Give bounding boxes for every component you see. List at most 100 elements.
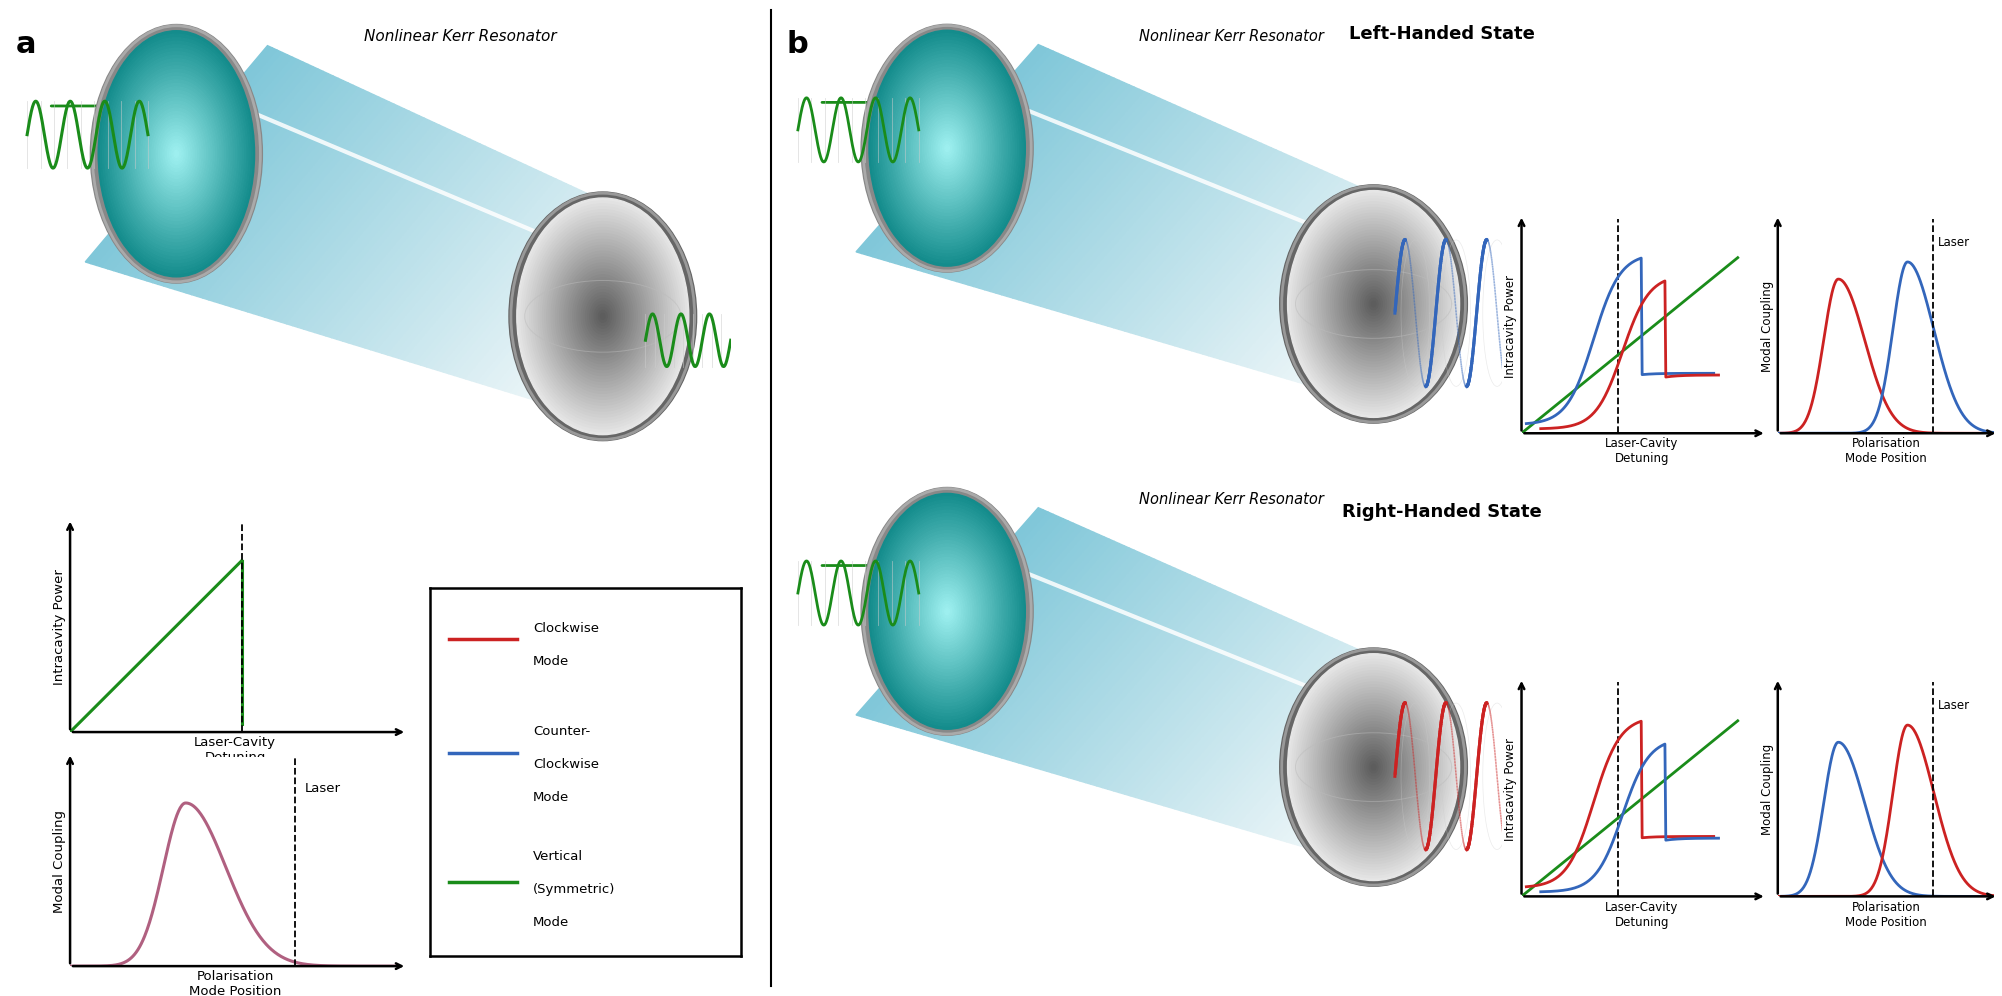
Ellipse shape [156,123,196,185]
Polygon shape [1265,671,1413,837]
Polygon shape [466,205,617,380]
Text: Laser: Laser [1938,699,1970,712]
X-axis label: Polarisation
Mode Position: Polarisation Mode Position [1846,900,1926,928]
Polygon shape [1219,653,1373,824]
Ellipse shape [911,95,983,202]
Polygon shape [1169,633,1327,809]
Ellipse shape [162,132,190,175]
Ellipse shape [541,230,665,402]
Polygon shape [1001,103,1175,297]
Polygon shape [1147,624,1307,803]
Polygon shape [410,181,567,364]
Ellipse shape [1315,227,1431,380]
Ellipse shape [112,52,240,256]
X-axis label: Polarisation
Mode Position: Polarisation Mode Position [1846,437,1926,465]
X-axis label: Laser-Cavity
Detuning: Laser-Cavity Detuning [1606,437,1678,465]
Polygon shape [1209,186,1363,358]
Ellipse shape [533,219,675,414]
Polygon shape [376,167,537,353]
Polygon shape [326,146,490,338]
Polygon shape [957,548,1135,746]
Polygon shape [1253,204,1403,371]
Ellipse shape [1369,762,1377,773]
Ellipse shape [1301,670,1447,864]
Polygon shape [901,63,1083,267]
Ellipse shape [1371,764,1375,770]
Ellipse shape [583,290,623,343]
Polygon shape [1135,621,1297,799]
Polygon shape [482,212,633,385]
Ellipse shape [1345,267,1401,341]
Ellipse shape [905,85,989,212]
Polygon shape [1103,607,1267,789]
Ellipse shape [559,254,649,378]
Ellipse shape [1311,685,1435,850]
Ellipse shape [543,233,663,399]
Polygon shape [280,127,450,324]
Polygon shape [236,109,408,310]
Ellipse shape [883,51,1011,246]
Polygon shape [935,539,1115,740]
Text: Vertical: Vertical [533,851,583,864]
Ellipse shape [1365,756,1381,779]
Polygon shape [895,61,1079,265]
Polygon shape [470,207,623,382]
Ellipse shape [1331,247,1417,361]
Ellipse shape [1279,648,1467,886]
Polygon shape [136,67,318,279]
Polygon shape [901,526,1083,730]
Ellipse shape [869,30,1025,266]
Polygon shape [224,105,398,307]
Polygon shape [454,200,607,377]
Ellipse shape [1347,270,1399,338]
Polygon shape [889,58,1073,263]
Polygon shape [438,193,593,372]
Ellipse shape [537,225,669,408]
Ellipse shape [142,101,210,206]
Ellipse shape [907,551,987,672]
Ellipse shape [152,116,200,192]
Polygon shape [1097,605,1261,788]
Polygon shape [1175,172,1331,348]
Polygon shape [995,101,1169,295]
Polygon shape [1063,127,1231,315]
Polygon shape [448,198,603,375]
Polygon shape [1023,575,1195,766]
Ellipse shape [873,37,1021,259]
Polygon shape [1163,168,1321,345]
Ellipse shape [939,598,957,624]
Text: (Symmetric): (Symmetric) [533,883,615,896]
Polygon shape [398,177,557,360]
Polygon shape [945,544,1125,743]
Polygon shape [320,144,484,336]
Ellipse shape [108,45,246,263]
Ellipse shape [1309,219,1437,389]
Ellipse shape [136,91,216,217]
Polygon shape [1213,188,1367,359]
Text: a: a [16,30,36,59]
Text: Nonlinear Kerr Resonator: Nonlinear Kerr Resonator [364,30,557,45]
Ellipse shape [1291,196,1455,411]
Polygon shape [1147,161,1307,340]
Ellipse shape [1289,656,1457,877]
Ellipse shape [1351,276,1395,333]
Polygon shape [432,191,587,371]
Ellipse shape [172,146,180,160]
Polygon shape [1029,578,1201,768]
Polygon shape [1197,644,1353,817]
Text: Left-Handed State: Left-Handed State [1349,25,1534,43]
Polygon shape [426,188,583,369]
Text: Mode: Mode [533,654,569,668]
Polygon shape [90,48,278,265]
Ellipse shape [1295,202,1451,406]
Polygon shape [308,139,474,333]
Polygon shape [102,53,288,269]
Polygon shape [1269,211,1417,375]
Ellipse shape [599,311,607,323]
Polygon shape [220,102,394,305]
Polygon shape [1063,591,1231,778]
Ellipse shape [563,260,645,373]
Text: Counter-: Counter- [533,725,591,738]
Ellipse shape [1367,296,1379,313]
Ellipse shape [549,242,657,390]
